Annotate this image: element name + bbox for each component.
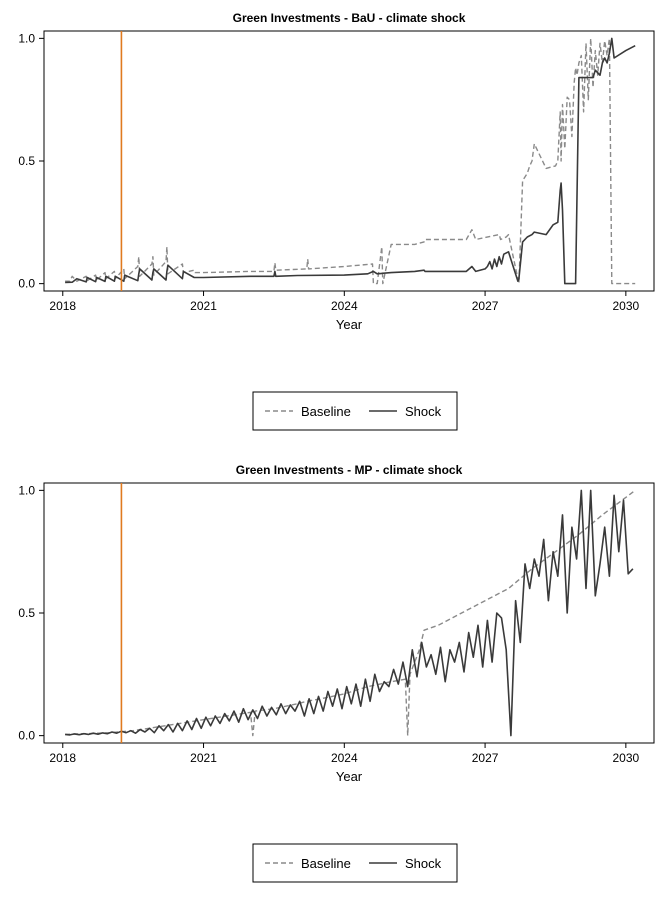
legend-label-shock: Shock	[405, 856, 442, 871]
legend-label-shock: Shock	[405, 404, 442, 419]
x-tick-label: 2024	[331, 299, 358, 313]
chart-mp: Green Investments - MP - climate shock 0.…	[18, 463, 655, 883]
chart-panel-mp: Green Investments - MP - climate shock 0.…	[0, 452, 665, 903]
x-axis-label: Year	[336, 317, 363, 332]
y-tick-label: 1.0	[18, 31, 35, 45]
series-line-shock	[65, 489, 634, 737]
y-tick-label: 0.5	[18, 154, 35, 168]
y-tick-label: 0.5	[18, 606, 35, 620]
chart-title: Green Investments - MP - climate shock	[236, 463, 463, 477]
chart-panel-bau: Green Investments - BaU - climate shock 0…	[18, 11, 655, 431]
chart-bau: Green Investments - BaU - climate shock 0…	[18, 11, 655, 431]
series-line-baseline	[65, 37, 636, 285]
x-tick-label: 2024	[331, 751, 358, 765]
x-tick-label: 2021	[190, 299, 217, 313]
series-line-baseline	[65, 489, 636, 737]
legend-box	[252, 843, 458, 883]
y-tick-label: 1.0	[18, 483, 35, 497]
legend-box	[252, 391, 458, 431]
x-axis-label: Year	[336, 769, 363, 784]
series-line-shock	[65, 37, 636, 285]
y-tick-label: 0.0	[18, 277, 35, 291]
x-tick-label: 2027	[472, 751, 499, 765]
x-tick-label: 2030	[612, 751, 639, 765]
x-tick-label: 2030	[612, 299, 639, 313]
x-tick-label: 2027	[472, 299, 499, 313]
legend: Baseline Shock	[252, 391, 458, 431]
plot-frame	[43, 30, 655, 292]
x-tick-label: 2018	[49, 299, 76, 313]
x-tick-label: 2018	[49, 751, 76, 765]
y-tick-label: 0.0	[18, 729, 35, 743]
legend: Baseline Shock	[252, 843, 458, 883]
chart-title: Green Investments - BaU - climate shock	[233, 11, 466, 25]
legend-label-baseline: Baseline	[301, 404, 351, 419]
legend-label-baseline: Baseline	[301, 856, 351, 871]
x-tick-label: 2021	[190, 751, 217, 765]
